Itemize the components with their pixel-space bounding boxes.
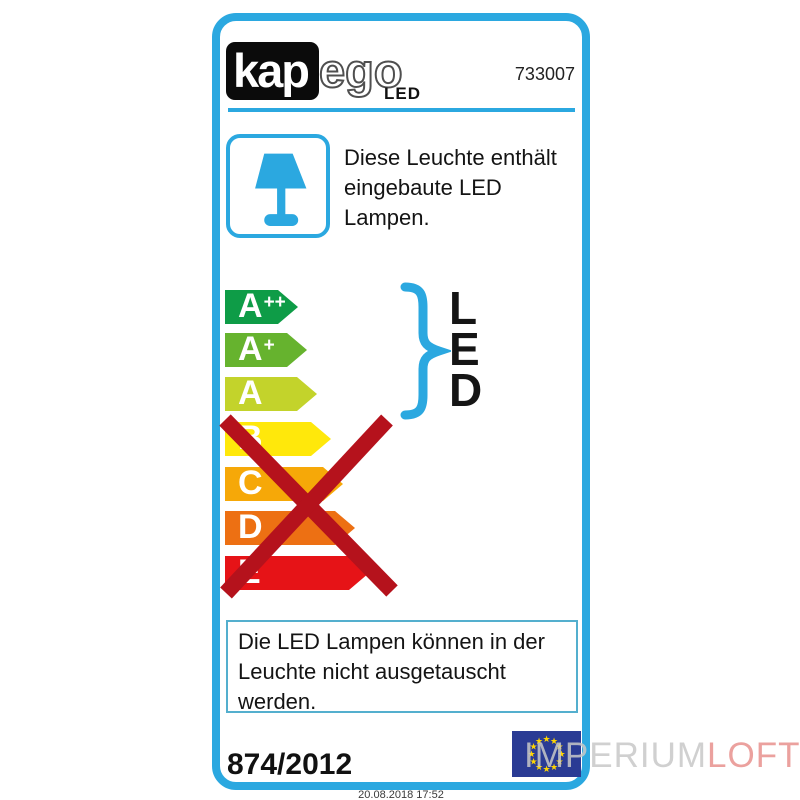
notice-bottom: Die LED Lampen können in der Leuchte nic… <box>226 620 578 714</box>
brand-logo-ego: ego <box>318 43 404 98</box>
curly-brace-icon <box>400 282 451 420</box>
notice-bottom-line: Leuchte nicht ausgetauscht <box>238 659 506 684</box>
table-lamp-icon <box>255 153 307 227</box>
brand-logo-led: LED <box>384 84 421 103</box>
arrow-label: A+ <box>238 330 275 368</box>
eu-flag-star: ★ <box>550 736 558 746</box>
notice-top-line: Lampen. <box>344 205 430 230</box>
led-letter: L <box>449 282 478 334</box>
notice-top-line: Diese Leuchte enthält <box>344 145 557 170</box>
eu-flag-icon: ★ ★★★★★★★★★★★ <box>512 731 581 777</box>
timestamp: 20.08.2018 17:52 <box>358 789 444 800</box>
eu-flag-star: ★ <box>529 757 537 767</box>
arrow-label: D <box>238 508 263 546</box>
energy-arrow-a: A <box>225 377 317 411</box>
led-letter: E <box>449 323 480 375</box>
brand-logo: kap <box>226 42 319 100</box>
watermark: IMPERIUMLOFT <box>524 736 800 776</box>
notice-bottom-line: werden. <box>238 689 317 714</box>
arrow-label: A <box>238 374 263 412</box>
red-cross-icon <box>219 414 398 599</box>
eu-flag-star: ★ <box>542 734 550 744</box>
eu-flag-star: ★ <box>550 762 558 772</box>
arrow-label: A++ <box>238 287 286 325</box>
energy-arrow-a-plus: A+ <box>225 333 307 367</box>
eu-flag-star: ★ <box>542 764 550 774</box>
regulation-number: 874/2012 <box>227 748 353 781</box>
header-divider <box>228 108 575 112</box>
eu-flag-star: ★ <box>535 736 543 746</box>
eu-flag-star: ★ <box>527 749 535 759</box>
eu-flag-star: ★ <box>555 742 563 752</box>
brand-logo-kap: kap <box>233 44 310 97</box>
led-class-text: L E D <box>449 282 483 416</box>
eu-flag-star: ★ <box>557 749 565 759</box>
notice-top: Diese Leuchte enthält eingebaute LED Lam… <box>344 143 580 233</box>
eu-flag-stars: ★ ★★★★★★★★★★★ <box>527 734 565 774</box>
watermark-loft: LOFT <box>707 736 800 775</box>
lamp-pictogram-box <box>226 134 330 238</box>
part-number: 733007 <box>514 64 575 84</box>
led-letter: D <box>449 364 483 416</box>
notice-top-line: eingebaute LED <box>344 175 502 200</box>
watermark-imperium: IMPERIUM <box>524 736 707 775</box>
eu-flag-star: ★ <box>535 762 543 772</box>
eu-flag-star: ★ <box>529 742 537 752</box>
eu-flag-star: ★ <box>555 757 563 767</box>
arrow-label: C <box>238 464 263 502</box>
notice-bottom-line: Die LED Lampen können in der <box>238 629 545 654</box>
